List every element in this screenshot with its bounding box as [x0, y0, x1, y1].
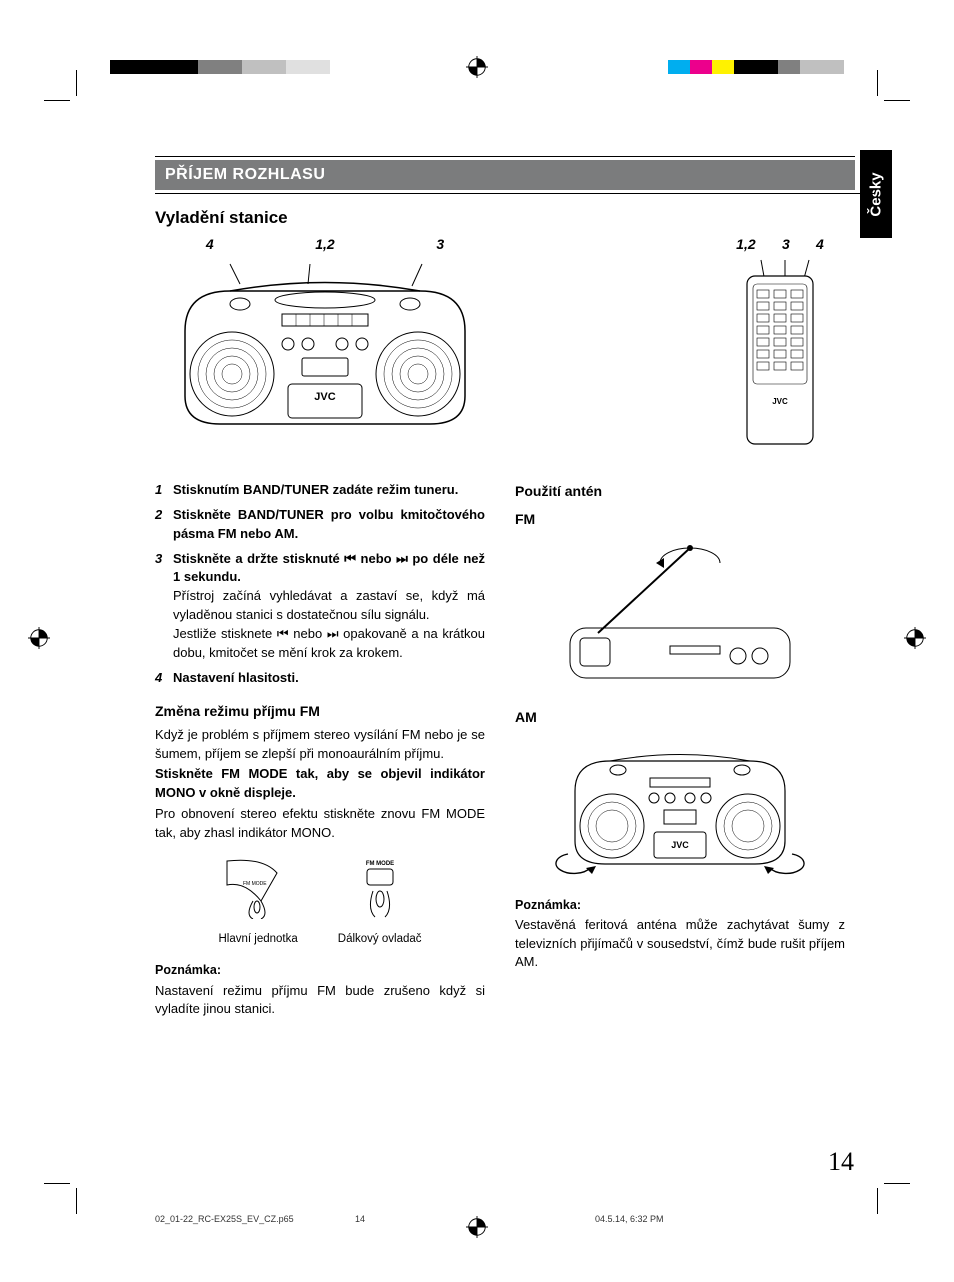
crop-mark [76, 70, 77, 96]
crop-mark [884, 100, 910, 101]
step-ref: 1,2 [315, 236, 334, 252]
registration-mark-icon [904, 627, 926, 649]
subtitle: Vyladění stanice [155, 208, 855, 228]
step-ref: 4 [206, 236, 214, 252]
crop-mark [76, 1188, 77, 1214]
step-text: Nastavení hlasitosti. [173, 670, 299, 685]
svg-text:JVC: JVC [772, 397, 788, 406]
svg-text:FM MODE: FM MODE [243, 881, 267, 887]
step-number: 2 [155, 506, 162, 525]
step-item: 2 Stiskněte BAND/TUNER pro volbu kmitočt… [155, 506, 485, 544]
divider [155, 193, 875, 194]
language-tab: Česky [860, 150, 892, 238]
caption: Dálkový ovladač [338, 931, 422, 948]
step-item: 4 Nastavení hlasitosti. [155, 669, 485, 688]
remote-button-diagram: FM MODE Dálkový ovladač [338, 857, 422, 948]
step-body: Přístroj začíná vyhledávat a zastaví se,… [173, 587, 485, 625]
remote-diagram: JVC [705, 256, 855, 456]
note-text: Nastavení režimu příjmu FM bude zrušeno … [155, 982, 485, 1020]
step-ref: 4 [816, 236, 824, 252]
body-text: Když je problém s příjmem stereo vysílán… [155, 726, 485, 764]
step-text: Stiskněte BAND/TUNER pro volbu kmitočtov… [173, 507, 485, 541]
am-label: AM [515, 707, 845, 727]
fm-antenna-diagram [515, 538, 845, 694]
printer-color-bar-left [110, 60, 330, 74]
registration-mark-icon [28, 627, 50, 649]
step-body: Jestliže stisknete ⏮ nebo ⏭ opakovaně a … [173, 625, 485, 663]
footer-datetime: 04.5.14, 6:32 PM [595, 1214, 664, 1224]
caption: Hlavní jednotka [218, 931, 297, 948]
crop-mark [44, 100, 70, 101]
step-number: 1 [155, 481, 162, 500]
body-text: Stiskněte FM MODE tak, aby se objevil in… [155, 765, 485, 803]
crop-mark [877, 70, 878, 96]
svg-text:FM MODE: FM MODE [365, 861, 393, 867]
note-label: Poznámka: [155, 961, 485, 979]
fm-label: FM [515, 509, 845, 529]
crop-mark [884, 1183, 910, 1184]
prev-track-icon: ⏮ [277, 626, 289, 641]
footer-filename: 02_01-22_RC-EX25S_EV_CZ.p65 [155, 1214, 294, 1224]
boombox-diagram: JVC [155, 256, 495, 436]
note-text: Vestavěná feritová anténa může zachytáva… [515, 916, 845, 973]
step-number: 3 [155, 550, 162, 569]
antenna-heading: Použití antén [515, 481, 845, 501]
registration-mark-icon [466, 56, 488, 78]
divider [155, 156, 855, 157]
section-title: PŘÍJEM ROZHLASU [155, 160, 855, 190]
crop-mark [44, 1183, 70, 1184]
language-label: Česky [868, 172, 885, 216]
step-text: Stiskněte a držte stisknuté ⏮ nebo ⏭ po … [173, 551, 485, 585]
fm-mode-heading: Změna režimu příjmu FM [155, 701, 485, 721]
step-ref: 3 [436, 236, 444, 252]
step-text: Stisknutím BAND/TUNER zadáte režim tuner… [173, 482, 458, 497]
page-number: 14 [828, 1147, 854, 1177]
next-track-icon: ⏭ [396, 551, 408, 566]
svg-text:JVC: JVC [314, 391, 335, 403]
footer-page: 14 [355, 1214, 365, 1224]
step-ref: 1,2 [736, 236, 755, 252]
step-item: 3 Stiskněte a držte stisknuté ⏮ nebo ⏭ p… [155, 550, 485, 663]
crop-mark [877, 1188, 878, 1214]
main-unit-button-diagram: FM MODE Hlavní jednotka [218, 857, 297, 948]
body-text: Pro obnovení stereo efektu stiskněte zno… [155, 805, 485, 843]
am-antenna-diagram: JVC [515, 736, 845, 882]
step-number: 4 [155, 669, 162, 688]
step-item: 1 Stisknutím BAND/TUNER zadáte režim tun… [155, 481, 485, 500]
printer-color-bar-right [668, 60, 844, 74]
note-label: Poznámka: [515, 896, 845, 914]
prev-track-icon: ⏮ [344, 551, 356, 566]
step-ref: 3 [782, 236, 790, 252]
svg-text:JVC: JVC [671, 840, 689, 850]
next-track-icon: ⏭ [327, 626, 339, 641]
